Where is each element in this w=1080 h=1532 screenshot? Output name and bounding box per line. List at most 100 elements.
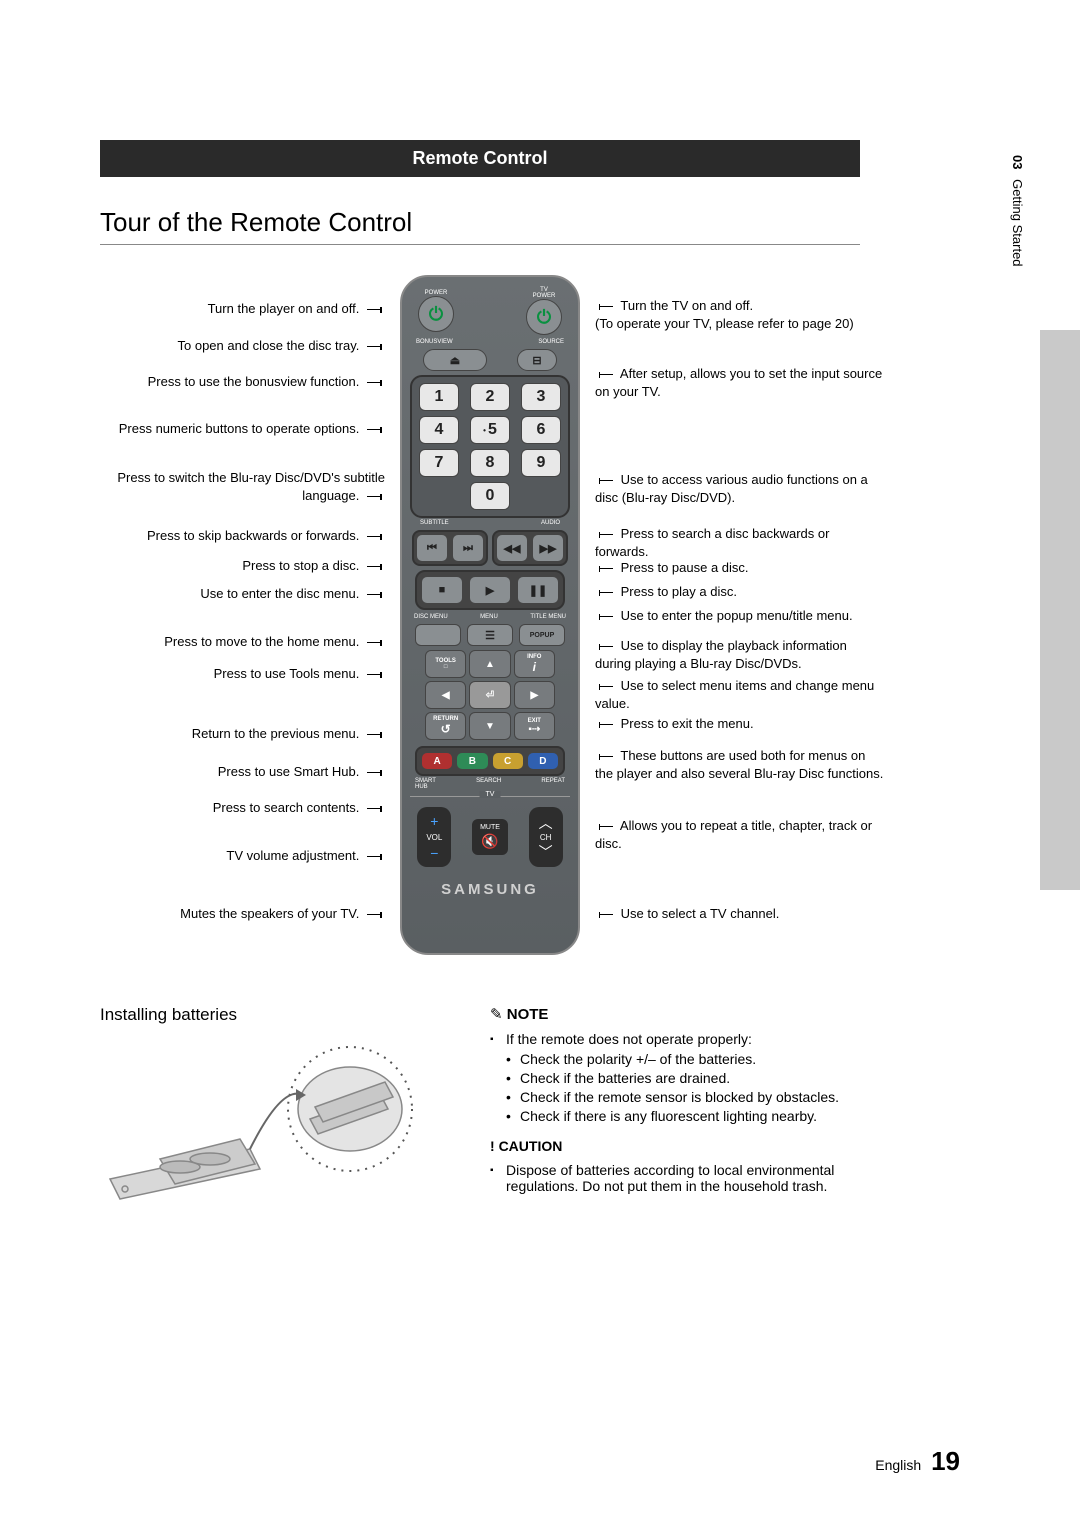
disc-menu-button[interactable] [415, 624, 461, 646]
abcd-row: ABCD [415, 746, 565, 776]
note-list: If the remote does not operate properly:… [490, 1031, 880, 1124]
up-button[interactable]: ▲ [469, 650, 510, 678]
vol-minus-icon: − [430, 845, 438, 861]
stop-button[interactable]: ■ [421, 576, 463, 604]
color-A-button[interactable]: A [421, 752, 453, 770]
footer-page: 19 [931, 1446, 960, 1476]
caution-list: Dispose of batteries according to local … [490, 1162, 880, 1194]
num-3-button[interactable]: 3 [521, 383, 561, 411]
num-7-button[interactable]: 7 [419, 449, 459, 477]
num-1-button[interactable]: 1 [419, 383, 459, 411]
tv-power-label: TV POWER [526, 287, 562, 299]
return-button[interactable]: RETURN↺ [425, 712, 466, 740]
left-callout: Press to search contents. [100, 799, 385, 817]
left-callout: Press to use Tools menu. [100, 665, 385, 683]
left-callout: Press to skip backwards or forwards. [100, 527, 385, 545]
disc-menu-label: DISC MENU [414, 614, 448, 620]
right-callout: Press to pause a disc. [595, 559, 885, 577]
left-callout: TV volume adjustment. [100, 847, 385, 865]
num-6-button[interactable]: 6 [521, 416, 561, 444]
note-item: Check if there is any fluorescent lighti… [506, 1108, 880, 1124]
chapter-number: 03 [1010, 155, 1025, 169]
page-footer: English 19 [875, 1446, 960, 1477]
ffwd-button[interactable]: ▶▶ [532, 534, 564, 562]
section-title: Tour of the Remote Control [100, 207, 860, 245]
source-label: SOURCE [538, 339, 564, 345]
left-button[interactable]: ◀ [425, 681, 466, 709]
installing-title: Installing batteries [100, 1005, 460, 1025]
caution-heading: CAUTION [490, 1138, 880, 1154]
power-label: POWER [418, 290, 454, 296]
down-button[interactable]: ▼ [469, 712, 510, 740]
tools-button[interactable]: TOOLS□ [425, 650, 466, 678]
mute-label: MUTE [480, 824, 500, 831]
popup-button[interactable]: POPUP [519, 624, 565, 646]
tv-power-icon: ⏻ [537, 307, 551, 328]
right-callout: Use to enter the popup menu/title menu. [595, 607, 885, 625]
page: 03 Getting Started Remote Control Tour o… [0, 0, 1080, 1532]
chapter-title: Getting Started [1010, 179, 1025, 266]
menu-button[interactable]: ☰ [467, 624, 513, 646]
menu-icon: ☰ [485, 629, 495, 642]
up-icon: ▲ [485, 659, 495, 670]
channel-rocker[interactable]: ︿ CH ﹀ [529, 807, 563, 867]
ff-icon: ▶▶ [540, 542, 557, 555]
pause-icon: ❚❚ [529, 584, 547, 597]
right-callout: Allows you to repeat a title, chapter, t… [595, 817, 885, 852]
left-callout: Turn the player on and off. [100, 300, 385, 318]
source-icon: ⊟ [532, 354, 541, 367]
num-0-button[interactable]: 0 [470, 482, 510, 510]
right-callout: Use to select menu items and change menu… [595, 677, 885, 712]
down-icon: ▼ [485, 721, 495, 732]
left-callout: Press to use the bonusview function. [100, 373, 385, 391]
power-button[interactable]: ⏻ [418, 296, 454, 332]
left-callout: Return to the previous menu. [100, 725, 385, 743]
source-button[interactable]: ⊟ [517, 349, 557, 371]
left-callout: Use to enter the disc menu. [100, 585, 385, 603]
num-2-button[interactable]: 2 [470, 383, 510, 411]
num-4-button[interactable]: 4 [419, 416, 459, 444]
pause-button[interactable]: ❚❚ [517, 576, 559, 604]
left-callout: Press numeric buttons to operate options… [100, 420, 385, 438]
eject-icon: ⏏ [450, 354, 460, 367]
number-pad: 123 4 •5 6 7890 [410, 375, 570, 518]
info-button[interactable]: INFOi [514, 650, 555, 678]
menu-label: MENU [480, 614, 498, 620]
right-button[interactable]: ▶ [514, 681, 555, 709]
enter-icon: ⏎ [486, 690, 494, 701]
eject-button[interactable]: ⏏ [423, 349, 487, 371]
num-9-button[interactable]: 9 [521, 449, 561, 477]
popup-text: POPUP [530, 632, 555, 639]
ch-down-icon: ﹀ [539, 842, 553, 862]
color-D-button[interactable]: D [527, 752, 559, 770]
exit-button[interactable]: EXIT▪⇢ [514, 712, 555, 740]
num-8-button[interactable]: 8 [470, 449, 510, 477]
left-callout: To open and close the disc tray. [100, 337, 385, 355]
rew-icon: ◀◀ [504, 542, 521, 555]
volume-rocker[interactable]: + VOL − [417, 807, 451, 867]
remote-diagram: Turn the player on and off. To open and … [100, 275, 880, 955]
enter-button[interactable]: ⏎ [469, 681, 510, 709]
right-callout: Press to play a disc. [595, 583, 885, 601]
color-C-button[interactable]: C [492, 752, 524, 770]
play-button[interactable]: ▶ [469, 576, 511, 604]
ch-up-icon: ︿ [539, 813, 553, 833]
rewind-button[interactable]: ◀◀ [496, 534, 528, 562]
left-callout: Press to move to the home menu. [100, 633, 385, 651]
mute-button[interactable]: MUTE 🔇 [472, 819, 508, 855]
color-B-button[interactable]: B [456, 752, 488, 770]
note-sublist: Check the polarity +/– of the batteries.… [506, 1051, 880, 1124]
next-button[interactable]: ⏭ [452, 534, 484, 562]
note-item: Check if the batteries are drained. [506, 1070, 880, 1086]
brand-logo: SAMSUNG [410, 881, 570, 898]
tv-power-button[interactable]: ⏻ [526, 299, 562, 335]
header-bar: Remote Control [100, 140, 860, 177]
notes-column: NOTE If the remote does not operate prop… [490, 1005, 880, 1219]
right-icon: ▶ [530, 690, 538, 701]
left-callout: Press to stop a disc. [100, 557, 385, 575]
prev-button[interactable]: ⏮ [416, 534, 448, 562]
right-callout: After setup, allows you to set the input… [595, 365, 885, 400]
num-5-button[interactable]: •5 [470, 416, 510, 444]
header-title: Remote Control [413, 148, 548, 168]
nav-grid: TOOLS□ ▲ INFOi ◀ ⏎ ▶ RETURN↺ ▼ EXIT▪⇢ [425, 650, 555, 740]
